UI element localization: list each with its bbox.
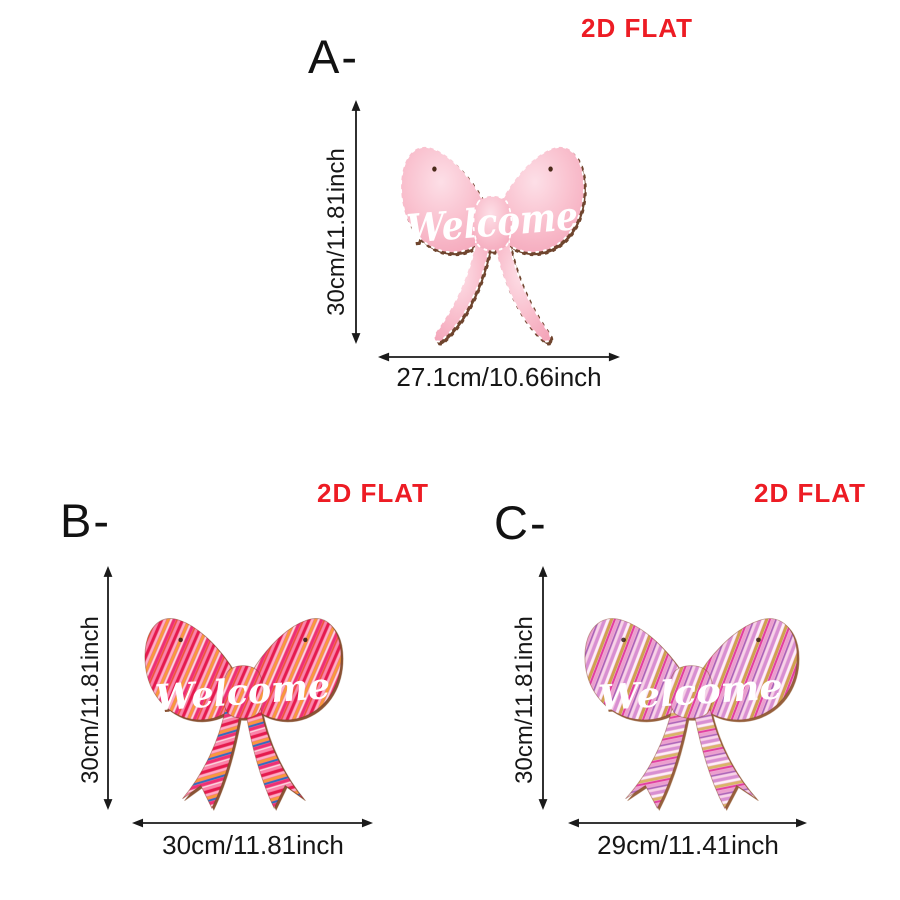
width-arrow-b	[132, 818, 373, 828]
hanging-hole-left	[178, 637, 183, 643]
bow-b-right-tail	[246, 707, 304, 810]
height-dimension-c: 30cm/11.81inch	[511, 616, 538, 784]
width-dimension-a: 27.1cm/10.66inch	[396, 362, 602, 392]
flat-tag-b: 2D FLAT	[317, 478, 429, 508]
variant-label-b: B-	[60, 494, 111, 547]
flat-tag-a: 2D FLAT	[581, 13, 693, 43]
width-arrow-c	[568, 818, 807, 828]
hanging-hole-right	[756, 637, 761, 643]
variant-label-c: C-	[494, 496, 548, 549]
width-arrow-a	[378, 352, 620, 362]
hanging-hole-left	[432, 166, 437, 172]
hanging-hole-right	[548, 166, 553, 172]
hanging-hole-right	[303, 637, 308, 643]
bow-a-knot	[472, 194, 513, 252]
height-arrow-c	[538, 566, 548, 810]
flat-tag-c: 2D FLAT	[754, 478, 866, 508]
height-arrow-b	[103, 566, 113, 810]
variant-label-a: A-	[308, 30, 359, 83]
height-dimension-b: 30cm/11.81inch	[77, 616, 104, 784]
height-arrow-a	[351, 100, 361, 344]
bow-a-right-loop	[494, 145, 585, 254]
bow-a-left-tail	[433, 238, 491, 343]
hanging-hole-left	[621, 637, 626, 643]
bow-c-knot	[668, 665, 714, 719]
width-dimension-b: 30cm/11.81inch	[162, 830, 344, 860]
bow-c-image: Welcome	[584, 618, 798, 810]
bow-b-image: Welcome	[144, 618, 342, 810]
bow-c-left-tail	[625, 707, 688, 810]
bow-a-right-tail	[494, 238, 552, 343]
bow-a-left-loop	[400, 145, 491, 254]
bow-a-image: Welcome	[400, 145, 585, 343]
bow-b-knot	[222, 665, 264, 719]
height-dimension-a: 30cm/11.81inch	[323, 148, 350, 316]
width-dimension-c: 29cm/11.41inch	[597, 830, 779, 860]
bow-c-right-tail	[694, 707, 757, 810]
bow-b-left-tail	[182, 707, 240, 810]
